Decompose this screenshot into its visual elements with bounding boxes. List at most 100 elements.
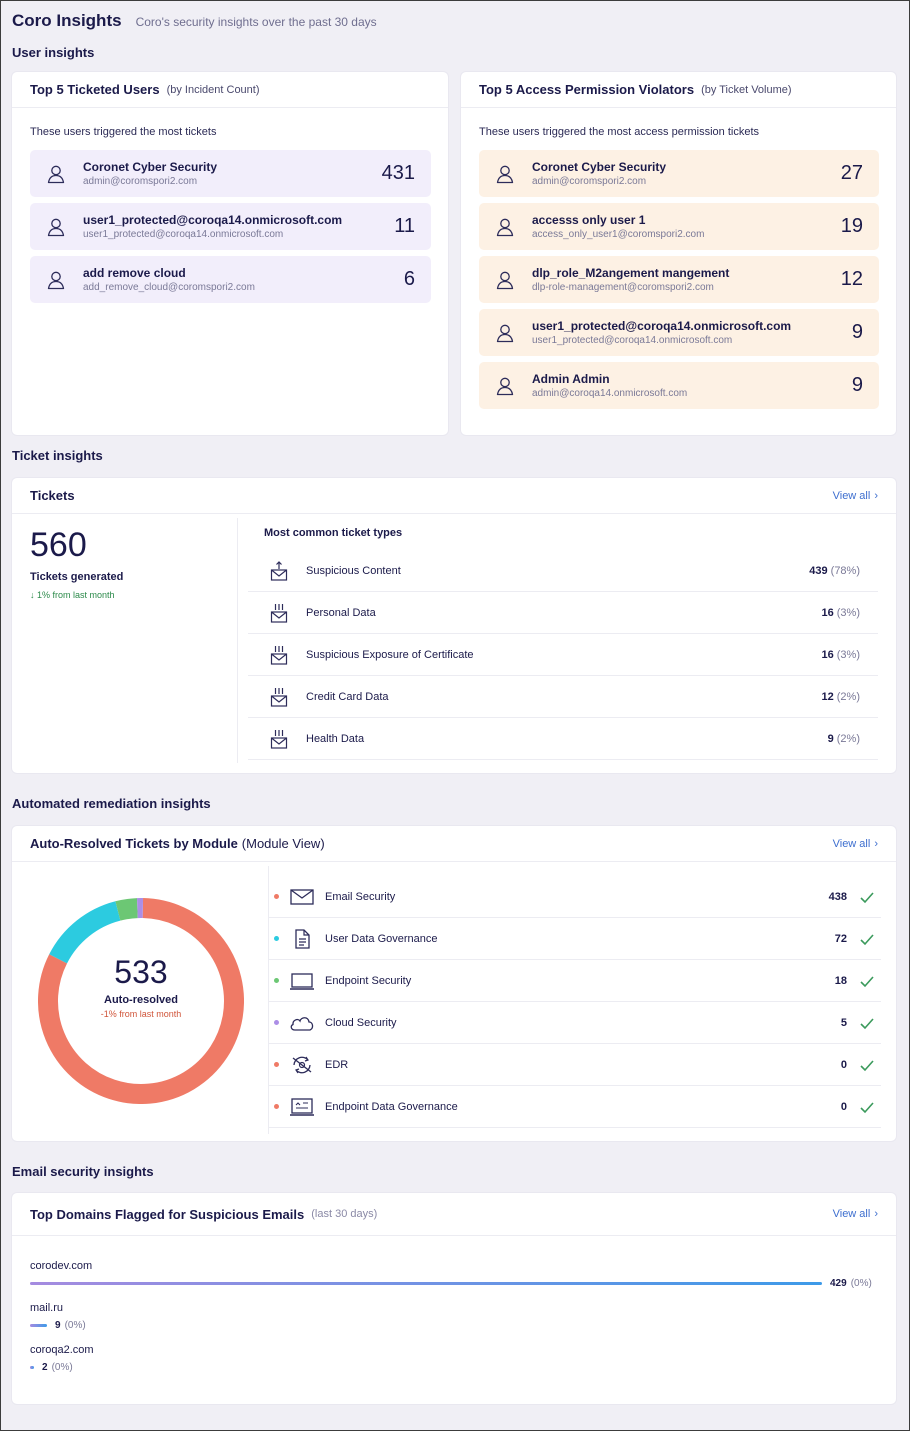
ticket-type-percent: (2%) xyxy=(836,690,860,703)
tickets-summary: 560 Tickets generated ↓ 1% from last mon… xyxy=(30,526,123,600)
card-title: Top Domains Flagged for Suspicious Email… xyxy=(30,1206,305,1222)
user-ticket-count: 12 xyxy=(840,268,863,290)
user-email: admin@coromspori2.com xyxy=(83,176,198,187)
user-name: dlp_role_M2angement mangement xyxy=(532,266,730,280)
legend-dot xyxy=(274,978,279,983)
module-row[interactable]: EDR 0 xyxy=(269,1044,881,1086)
mail-upload-icon xyxy=(270,560,288,581)
user-ticket-count: 11 xyxy=(394,215,415,237)
ticket-type-row[interactable]: Credit Card Data 12 (2%) xyxy=(248,676,878,718)
ticket-type-count: 9 xyxy=(827,732,834,745)
chevron-right-icon: › xyxy=(874,489,878,502)
domain-bar xyxy=(30,1366,34,1369)
module-label: Endpoint Security xyxy=(325,974,412,987)
flagged-domains-card: Top Domains Flagged for Suspicious Email… xyxy=(12,1193,896,1404)
ticket-type-row[interactable]: Suspicious Exposure of Certificate 16 (3%) xyxy=(248,634,878,676)
module-label: User Data Governance xyxy=(325,932,438,945)
user-email: add_remove_cloud@coromspori2.com xyxy=(83,282,255,293)
divider xyxy=(268,866,269,1134)
auto-resolved-total: 533 xyxy=(114,954,168,990)
divider xyxy=(237,518,238,763)
checkmark-icon xyxy=(860,1101,874,1113)
module-row[interactable]: Cloud Security 5 xyxy=(269,1002,881,1044)
module-count: 0 xyxy=(840,1058,847,1071)
ticket-type-count: 16 xyxy=(821,606,834,619)
edr-icon xyxy=(289,1055,315,1075)
checkmark-icon xyxy=(860,975,874,987)
legend-dot xyxy=(274,894,279,899)
ticket-type-row[interactable]: Personal Data 16 (3%) xyxy=(248,592,878,634)
mail-data-icon xyxy=(270,645,288,665)
module-count: 72 xyxy=(834,932,847,945)
user-name: user1_protected@coroqa14.onmicrosoft.com xyxy=(83,213,343,227)
section-title-ticket-insights: Ticket insights xyxy=(12,448,103,463)
user-row[interactable]: add remove cloud add_remove_cloud@coromsp… xyxy=(30,256,431,303)
legend-dot xyxy=(274,1020,279,1025)
ticketed-users-card: Top 5 Ticketed Users (by Incident Count)… xyxy=(12,72,448,435)
envelope-icon xyxy=(289,887,315,907)
user-name: accesss only user 1 xyxy=(532,213,646,227)
donut-segment xyxy=(49,901,121,964)
auto-resolved-trend: -1% from last month xyxy=(100,1009,182,1019)
tickets-total-label: Tickets generated xyxy=(30,571,124,583)
user-email: user1_protected@coroqa14.onmicrosoft.com xyxy=(532,335,733,346)
user-icon xyxy=(495,376,515,396)
ticket-type-label: Personal Data xyxy=(306,606,376,619)
card-description: These users triggered the most tickets xyxy=(30,126,217,138)
laptop-icon xyxy=(289,971,315,991)
domain-name: mail.ru xyxy=(30,1302,64,1314)
domain-row[interactable]: corodev.com 429 (0%) xyxy=(30,1260,872,1289)
user-row[interactable]: user1_protected@coroqa14.onmicrosoft.com… xyxy=(479,309,879,356)
monitor-data-icon xyxy=(289,1097,315,1117)
user-icon xyxy=(495,164,515,184)
view-all-label: View all xyxy=(832,837,871,850)
user-row[interactable]: Coronet Cyber Security admin@coromspori2.… xyxy=(30,150,431,197)
page-title: Coro Insights xyxy=(12,11,122,30)
ticket-type-percent: (2%) xyxy=(836,732,860,745)
chevron-right-icon: › xyxy=(874,837,878,850)
user-icon xyxy=(495,323,515,343)
module-label: Endpoint Data Governance xyxy=(325,1100,458,1113)
cloud-icon xyxy=(289,1013,315,1033)
module-row[interactable]: Email Security 438 xyxy=(269,876,881,918)
access-violators-card: Top 5 Access Permission Violators (by Ti… xyxy=(461,72,896,435)
view-all-modules-link[interactable]: View all › xyxy=(833,838,878,850)
domain-name: coroqa2.com xyxy=(30,1344,94,1356)
module-row[interactable]: Endpoint Data Governance 0 xyxy=(269,1086,881,1128)
user-row[interactable]: Coronet Cyber Security admin@coromspori2.… xyxy=(479,150,879,197)
domain-row[interactable]: coroqa2.com 2 (0%) xyxy=(30,1344,94,1373)
user-email: user1_protected@coroqa14.onmicrosoft.com xyxy=(83,229,284,240)
module-row[interactable]: User Data Governance 72 xyxy=(269,918,881,960)
user-row[interactable]: accesss only user 1 access_only_user1@cor… xyxy=(479,203,879,250)
domain-percent: (0%) xyxy=(51,1362,73,1373)
user-icon xyxy=(46,217,66,237)
card-title: Tickets xyxy=(30,488,75,503)
card-title: Top 5 Ticketed Users xyxy=(30,82,160,97)
card-subtitle: (by Ticket Volume) xyxy=(701,83,792,96)
tickets-trend: ↓ 1% from last month xyxy=(30,590,123,600)
user-row[interactable]: user1_protected@coroqa14.onmicrosoft.com… xyxy=(30,203,431,250)
ticket-type-percent: (3%) xyxy=(836,606,860,619)
card-subtitle: (Module View) xyxy=(241,836,325,851)
ticket-type-row[interactable]: Suspicious Content 439 (78%) xyxy=(248,550,878,592)
module-count: 18 xyxy=(834,974,847,987)
user-name: Admin Admin xyxy=(532,372,610,386)
domain-row[interactable]: mail.ru 9 (0%) xyxy=(30,1302,86,1331)
card-subtitle: (by Incident Count) xyxy=(166,83,260,96)
ticket-type-row[interactable]: Health Data 9 (2%) xyxy=(248,718,878,760)
domain-name: corodev.com xyxy=(30,1260,93,1272)
module-count: 0 xyxy=(840,1100,847,1113)
module-row[interactable]: Endpoint Security 18 xyxy=(269,960,881,1002)
auto-resolved-donut xyxy=(38,898,244,1104)
user-row[interactable]: dlp_role_M2angement mangement dlp-role-ma… xyxy=(479,256,879,303)
user-row[interactable]: Admin Admin admin@coroqa14.onmicrosoft.co… xyxy=(479,362,879,409)
user-name: Coronet Cyber Security xyxy=(83,160,218,174)
user-email: admin@coromspori2.com xyxy=(532,176,647,187)
domain-bar xyxy=(30,1282,822,1285)
user-ticket-count: 6 xyxy=(403,268,415,290)
view-all-domains-link[interactable]: View all › xyxy=(833,1208,878,1220)
view-all-tickets-link[interactable]: View all › xyxy=(833,490,878,502)
legend-dot xyxy=(274,1062,279,1067)
auto-resolved-card: Auto-Resolved Tickets by Module (Module … xyxy=(12,826,896,1141)
domain-count: 2 xyxy=(42,1362,48,1373)
